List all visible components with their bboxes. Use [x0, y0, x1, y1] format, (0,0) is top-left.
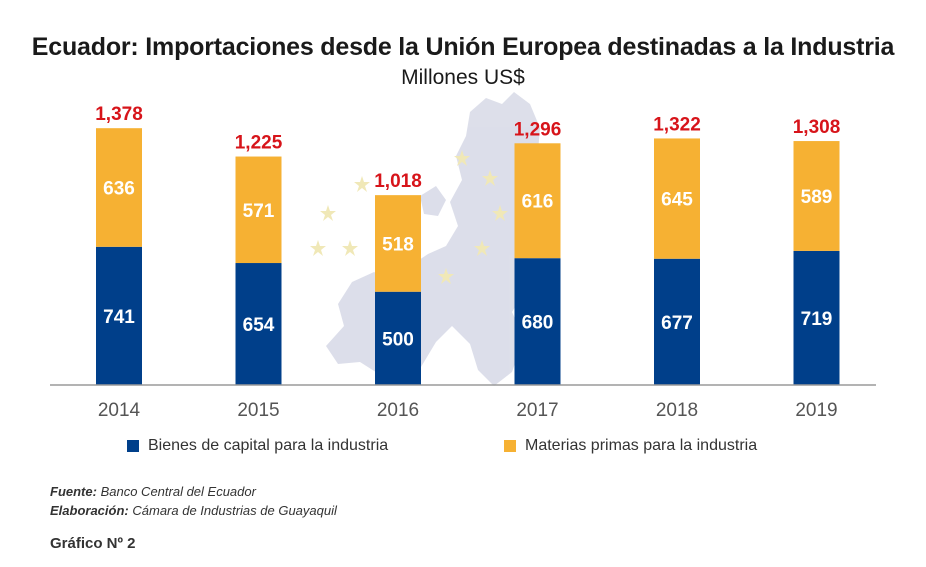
data-label-raw-materials-2017: 616: [522, 192, 554, 213]
x-tick-2014: 2014: [98, 400, 141, 421]
bars-layer: 741 636 1,378 654 571 1,225 500 518 1,018 680 616 1…: [95, 104, 840, 385]
source-line: Fuente: Banco Central del Ecuador: [50, 482, 337, 501]
bar-segment-capital-goods-2018: [654, 258, 700, 385]
bar-segment-raw-materials-2018: [654, 138, 700, 259]
total-label-2015: 1,225: [235, 133, 283, 154]
bar-segment-raw-materials-2014: [96, 128, 142, 247]
bar-segment-capital-goods-2019: [793, 250, 840, 385]
chart-title: Ecuador: Importaciones desde la Unión Eu…: [31, 33, 895, 61]
total-label-2017: 1,296: [514, 119, 562, 140]
data-label-raw-materials-2014: 636: [103, 178, 135, 199]
x-tick-2017: 2017: [516, 400, 558, 421]
bar-segment-raw-materials-2016: [375, 195, 421, 292]
chart-subtitle: Millones US$: [401, 66, 525, 89]
legend-item-raw-materials: Materias primas para la industria: [504, 437, 757, 455]
data-label-capital-goods-2019: 719: [801, 309, 833, 330]
data-label-raw-materials-2019: 589: [801, 187, 833, 208]
author-label: Elaboración:: [50, 503, 129, 518]
total-label-2019: 1,308: [793, 117, 841, 138]
legend-label-raw-materials: Materias primas para la industria: [525, 437, 758, 454]
total-label-2014: 1,378: [95, 104, 143, 125]
data-label-raw-materials-2018: 645: [661, 190, 693, 211]
source-text: Banco Central del Ecuador: [100, 484, 256, 499]
legend-swatch-capital-goods: [127, 440, 139, 452]
source-label: Fuente:: [50, 484, 97, 499]
x-tick-2018: 2018: [656, 400, 698, 421]
data-label-capital-goods-2017: 680: [522, 313, 554, 334]
stacked-bar-chart: 741 636 1,378 654 571 1,225 500 518 1,018 680 616 1…: [50, 92, 876, 421]
data-label-capital-goods-2015: 654: [243, 315, 275, 336]
chart-number: Gráfico Nº 2: [50, 535, 136, 552]
x-tick-2015: 2015: [237, 400, 279, 421]
star-ring: [310, 150, 508, 284]
bar-segment-raw-materials-2019: [793, 141, 840, 251]
total-label-2018: 1,322: [653, 114, 701, 135]
bar-segment-capital-goods-2017: [514, 258, 561, 385]
legend-item-capital-goods: Bienes de capital para la industria: [127, 437, 388, 455]
bar-segment-capital-goods-2016: [375, 291, 421, 385]
bar-segment-raw-materials-2015: [235, 156, 282, 264]
data-label-capital-goods-2016: 500: [382, 329, 414, 350]
legend: Bienes de capital para la industria Mate…: [0, 437, 926, 459]
total-label-2016: 1,018: [374, 171, 422, 192]
x-tick-2019: 2019: [795, 400, 837, 421]
x-tick-labels: 2014 2015 2016 2017 2018 2019: [98, 400, 838, 421]
author-text: Cámara de Industrias de Guayaquil: [132, 503, 337, 518]
source-notes: Fuente: Banco Central del Ecuador Elabor…: [50, 482, 337, 520]
x-tick-2016: 2016: [377, 400, 419, 421]
bar-segment-capital-goods-2015: [235, 263, 282, 385]
author-line: Elaboración: Cámara de Industrias de Gua…: [50, 501, 337, 520]
data-label-raw-materials-2015: 571: [243, 201, 275, 222]
bar-segment-raw-materials-2017: [514, 143, 561, 259]
data-label-raw-materials-2016: 518: [382, 234, 414, 255]
bar-segment-capital-goods-2014: [96, 246, 142, 385]
data-label-capital-goods-2014: 741: [103, 307, 135, 328]
legend-swatch-raw-materials: [504, 440, 516, 452]
data-label-capital-goods-2018: 677: [661, 313, 693, 334]
legend-label-capital-goods: Bienes de capital para la industria: [148, 437, 389, 454]
